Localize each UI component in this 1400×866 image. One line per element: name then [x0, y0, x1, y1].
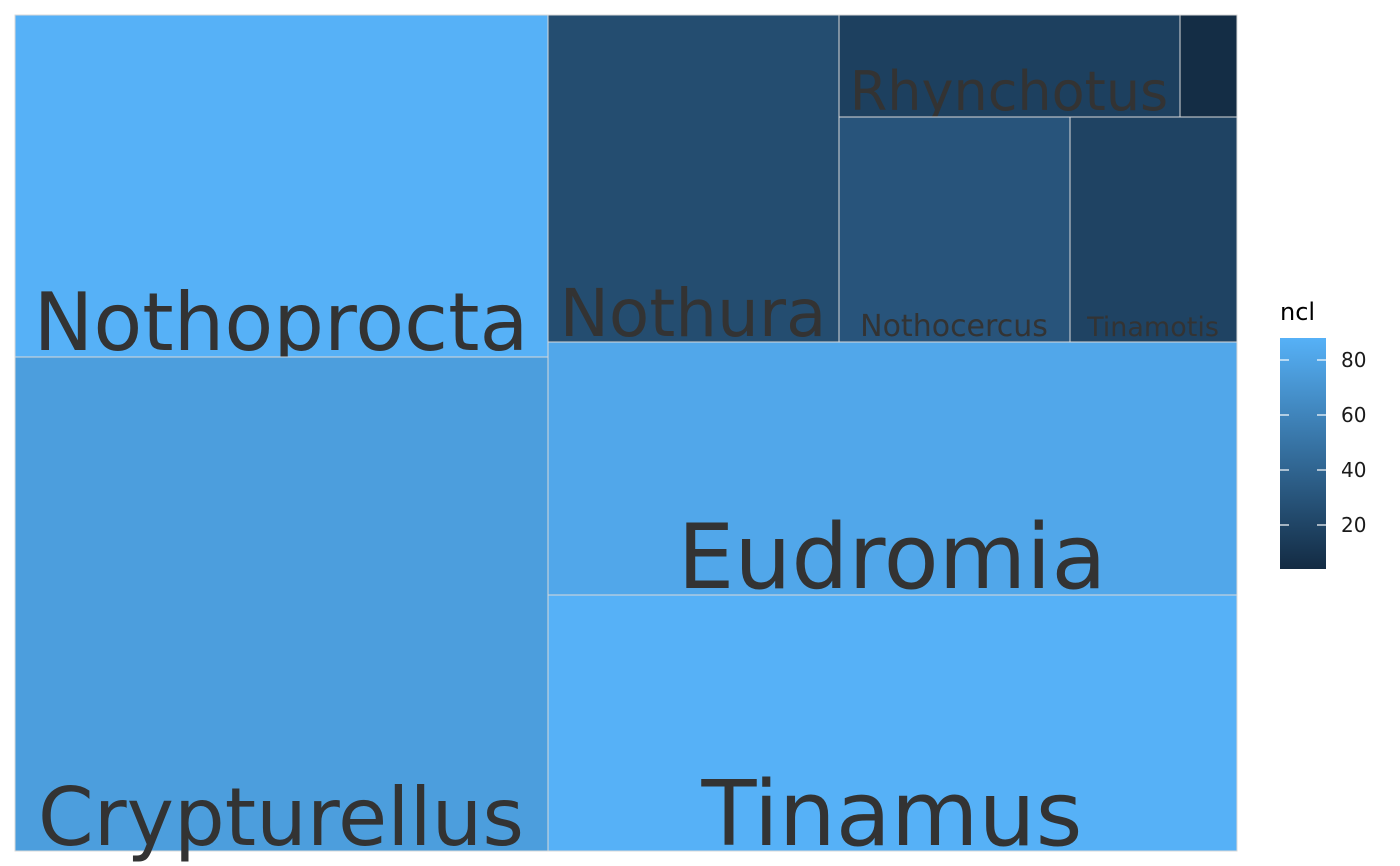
legend-tick-label: 60: [1341, 403, 1366, 427]
tile-label-nothura: Nothura: [560, 275, 827, 352]
tile-tile-4: [1179, 14, 1238, 118]
legend-tick-label: 40: [1341, 458, 1366, 482]
tile-label-tinamus: Tinamus: [700, 762, 1082, 866]
tile-nothocercus: [838, 116, 1071, 343]
legend-title: ncl: [1280, 298, 1315, 326]
legend-ticks: 20 40 60 80: [1280, 348, 1366, 537]
legend-colorbar: [1280, 338, 1326, 569]
legend-tick-label: 80: [1341, 348, 1366, 372]
tiles-layer: Nothoprocta Crypturellus Nothura Rhynchotus…: [14, 14, 1238, 866]
tile-label-crypturellus: Crypturellus: [38, 771, 524, 864]
tile-nothoprocta: [14, 14, 549, 358]
tile-label-nothocercus: Nothocercus: [860, 309, 1048, 344]
tile-label-rhynchotus: Rhynchotus: [850, 60, 1168, 123]
tile-rhynchotus: [838, 14, 1181, 118]
tile-label-nothoprocta: Nothoprocta: [33, 276, 528, 369]
legend: ncl 20 40 60 80: [1280, 298, 1366, 569]
tile-label-tinamotis: Tinamotis: [1086, 312, 1219, 343]
legend-tick-label: 20: [1341, 513, 1366, 537]
tile-label-eudromia: Eudromia: [678, 505, 1107, 610]
tile-nothura: [547, 14, 840, 343]
tile-tinamotis: [1069, 116, 1238, 343]
tile-crypturellus: [14, 356, 549, 852]
tile-tinamus: [547, 594, 1238, 852]
tile-eudromia: [547, 341, 1238, 596]
